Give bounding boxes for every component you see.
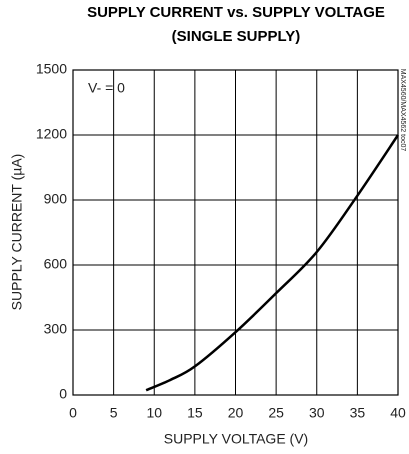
x-tick-label: 25 — [268, 405, 284, 421]
annotation: V- = 0 — [88, 80, 125, 96]
x-tick-label: 5 — [110, 405, 118, 421]
x-tick-label: 15 — [187, 405, 203, 421]
y-tick-label: 300 — [44, 321, 68, 337]
side-label: MAX4560/MAX4562 toc07 — [399, 69, 406, 152]
chart-title: SUPPLY CURRENT vs. SUPPLY VOLTAGE — [87, 4, 385, 21]
y-axis-label: SUPPLY CURRENT (µA) — [9, 154, 25, 311]
x-tick-label: 30 — [309, 405, 325, 421]
y-tick-label: 1500 — [36, 61, 67, 77]
x-tick-label: 0 — [69, 405, 77, 421]
x-tick-label: 40 — [390, 405, 406, 421]
x-tick-label: 35 — [350, 405, 366, 421]
x-tick-label: 20 — [228, 405, 244, 421]
y-tick-label: 600 — [44, 256, 68, 272]
curve — [145, 134, 400, 392]
y-tick-label: 0 — [59, 386, 67, 402]
x-tick-label: 10 — [146, 405, 162, 421]
plot-frame — [72, 69, 399, 396]
y-tick-label: 1200 — [36, 126, 67, 142]
chart-subtitle: (SINGLE SUPPLY) — [172, 28, 301, 45]
x-axis-label: SUPPLY VOLTAGE (V) — [164, 431, 308, 447]
y-tick-label: 900 — [44, 191, 68, 207]
